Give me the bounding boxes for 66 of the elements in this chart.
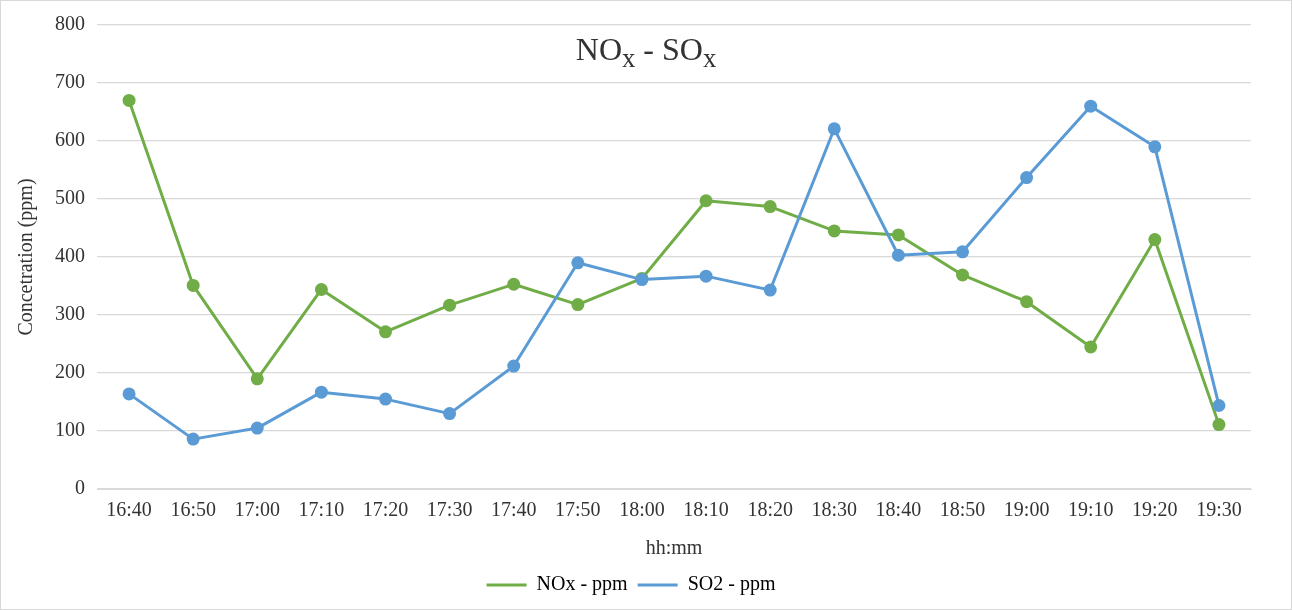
point	[443, 407, 457, 421]
point	[699, 269, 713, 283]
x-tick-label: 19:10	[1067, 498, 1114, 521]
point	[1148, 233, 1162, 247]
x-tick-label: 17:20	[362, 498, 409, 521]
point	[1084, 99, 1098, 113]
x-tick-label: 19:00	[1003, 498, 1050, 521]
point	[699, 194, 713, 208]
point	[956, 268, 969, 282]
point	[1148, 140, 1162, 154]
x-tick-label: 18:40	[875, 498, 922, 521]
point	[122, 387, 136, 401]
point	[763, 283, 777, 297]
x-axis-title: hh:mm	[645, 536, 703, 559]
point	[250, 421, 264, 435]
point	[1084, 340, 1098, 354]
point	[1020, 295, 1034, 309]
point	[186, 432, 200, 446]
point	[507, 359, 521, 373]
point	[827, 122, 841, 136]
y-tick-label: 700	[55, 70, 85, 93]
point	[763, 200, 777, 214]
point	[891, 228, 905, 242]
legend-label: NOx - ppm	[536, 572, 629, 596]
chart-title: NO$_{x}$ - SO$_{x}$	[574, 31, 718, 74]
point	[1020, 171, 1034, 185]
x-tick-label: 18:00	[619, 498, 665, 521]
y-tick-label: 500	[55, 186, 85, 209]
point	[314, 385, 328, 399]
x-tick-label: 17:00	[234, 498, 281, 521]
x-tick-label: 18:30	[811, 498, 858, 521]
point	[891, 248, 905, 262]
point	[1212, 398, 1226, 412]
x-tick-label: 17:40	[490, 498, 537, 521]
y-tick-label: 100	[55, 418, 85, 441]
x-tick-label: 19:20	[1132, 498, 1178, 521]
x-tick-label: 19:30	[1196, 498, 1242, 521]
point	[827, 224, 841, 238]
point	[1212, 418, 1226, 432]
y-tick-label: 800	[55, 12, 85, 35]
point	[571, 298, 585, 312]
y-tick-label: 300	[55, 302, 85, 325]
x-tick-label: 16:40	[106, 498, 152, 521]
point	[507, 277, 521, 291]
y-axis-title: Concetration (ppm)	[14, 178, 38, 336]
y-tick-label: 200	[55, 360, 85, 383]
point	[186, 278, 200, 292]
point	[250, 372, 264, 386]
x-tick-label: 18:20	[747, 498, 793, 521]
x-tick-label: 17:10	[298, 498, 345, 521]
point	[379, 392, 392, 406]
point	[571, 256, 585, 270]
y-tick-label: 600	[55, 128, 85, 151]
point	[122, 93, 136, 107]
point	[443, 298, 457, 312]
legend-label: SO2 - ppm	[687, 572, 776, 596]
x-tick-label: 16:50	[170, 498, 216, 521]
x-tick-label: 17:50	[555, 498, 601, 521]
y-tick-label: 400	[55, 244, 85, 267]
y-tick-label: 0	[75, 476, 85, 499]
x-tick-label: 18:50	[939, 498, 986, 521]
point	[956, 245, 969, 259]
x-tick-label: 17:30	[426, 498, 473, 521]
point	[379, 325, 392, 339]
point	[314, 282, 328, 296]
x-tick-label: 18:10	[683, 498, 729, 521]
